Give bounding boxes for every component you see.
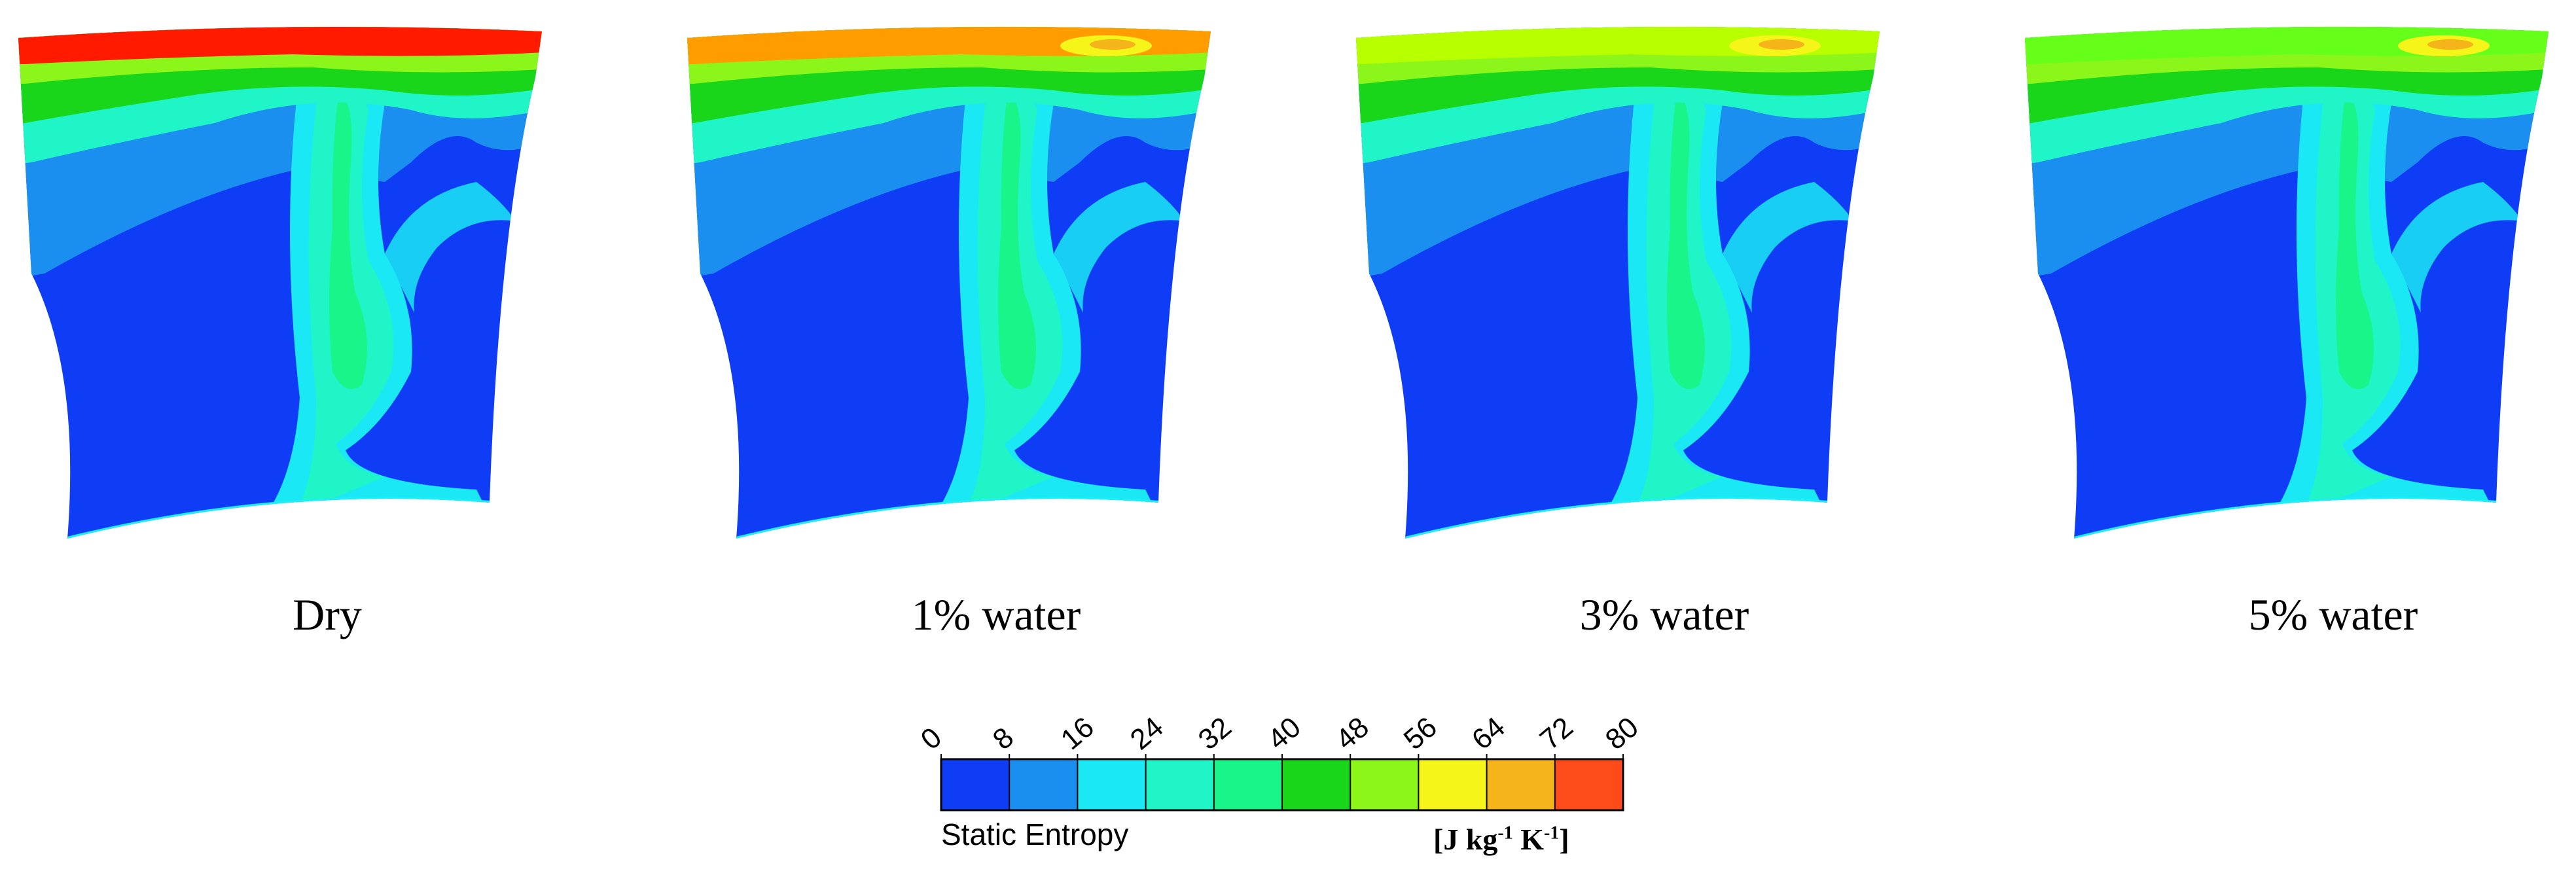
units-exp1: -1 [1497,823,1513,844]
caption-1pct-water: 1% water [911,590,1081,639]
colorbar-segment [1418,759,1488,810]
colorbar-segment [1009,759,1078,810]
contour-panel [18,26,542,539]
colorbar-segment [1282,759,1351,810]
units-exp2: -1 [1544,823,1560,844]
units-main: [J kg [1433,823,1498,856]
units-end: ] [1559,823,1569,856]
colorbar-units: [J kg-1 K-1] [1433,822,1569,857]
contour-panel [687,26,1211,539]
colorbar-frame [940,758,1624,812]
caption-5pct-water: 5% water [2248,590,2418,639]
colorbar-segment [1145,759,1215,810]
units-mid: K [1512,823,1545,856]
colorbar-segment [1350,759,1419,810]
caption-dry: Dry [293,590,362,639]
colorbar-segment [941,759,1010,810]
contour-panel [2025,26,2549,539]
colorbar-segment [1486,759,1556,810]
contour-panel [1356,26,1880,539]
caption-3pct-water: 3% water [1579,590,1749,639]
colorbar-segment [1554,759,1624,810]
colorbar-scale [940,754,1624,812]
colorbar-segment [1077,759,1147,810]
colorbar-segment [1213,759,1283,810]
colorbar-label: Static Entropy [941,817,1129,851]
